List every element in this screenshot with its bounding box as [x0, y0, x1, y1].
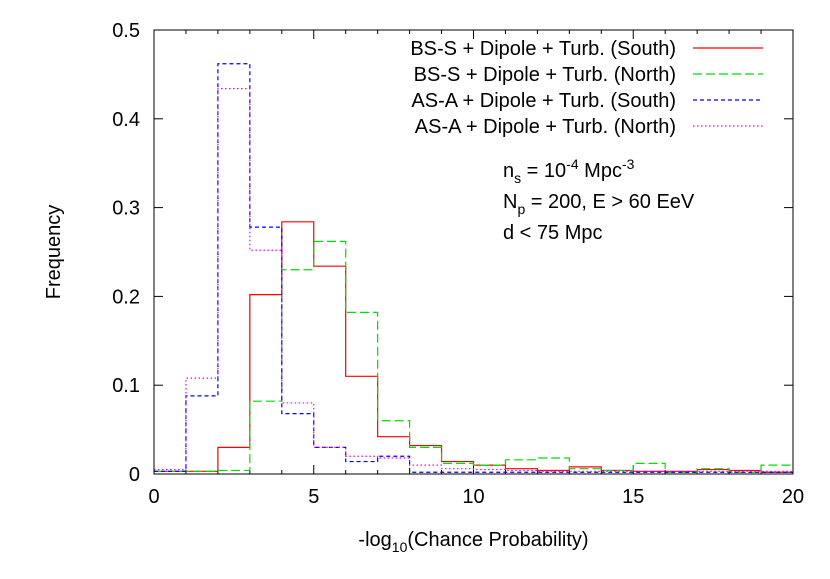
y-tick-label: 0	[129, 464, 140, 486]
y-axis-label: Frequency	[43, 205, 65, 300]
x-axis-label: -log10(Chance Probability)	[358, 529, 588, 555]
annotation-line: d < 75 Mpc	[503, 222, 603, 244]
legend-label: BS-S + Dipole + Turb. (North)	[414, 64, 676, 86]
annotation-block: ns = 10-4 Mpc-3 Np = 200, E > 60 EeV d < 7…	[503, 156, 695, 244]
x-tick-label: 15	[622, 486, 644, 508]
y-tick-label: 0.1	[112, 375, 140, 397]
annotation-line: Np = 200, E > 60 EeV	[503, 191, 695, 217]
y-tick-label: 0.3	[112, 198, 140, 220]
plot-frame	[153, 29, 794, 475]
x-tick-label: 10	[462, 486, 484, 508]
legend-label: AS-A + Dipole + Turb. (North)	[415, 116, 676, 138]
x-tick-label: 20	[782, 486, 804, 508]
series-line-3	[154, 63, 793, 473]
tick-labels: 0 5 10 15 20 0 0.1 0.2 0.3 0.4 0.5	[112, 20, 804, 508]
x-tick-label: 5	[308, 486, 319, 508]
legend: BS-S + Dipole + Turb. (South) BS-S + Dipo…	[410, 38, 763, 138]
y-tick-label: 0.5	[112, 20, 140, 42]
series-layer	[154, 63, 793, 473]
annotation-line: ns = 10-4 Mpc-3	[503, 156, 635, 186]
series-line-4	[154, 88, 793, 472]
x-tick-label: 0	[148, 486, 159, 508]
y-tick-label: 0.2	[112, 286, 140, 308]
y-tick-label: 0.4	[112, 109, 140, 131]
legend-label: AS-A + Dipole + Turb. (South)	[411, 90, 676, 112]
legend-label: BS-S + Dipole + Turb. (South)	[410, 38, 676, 60]
